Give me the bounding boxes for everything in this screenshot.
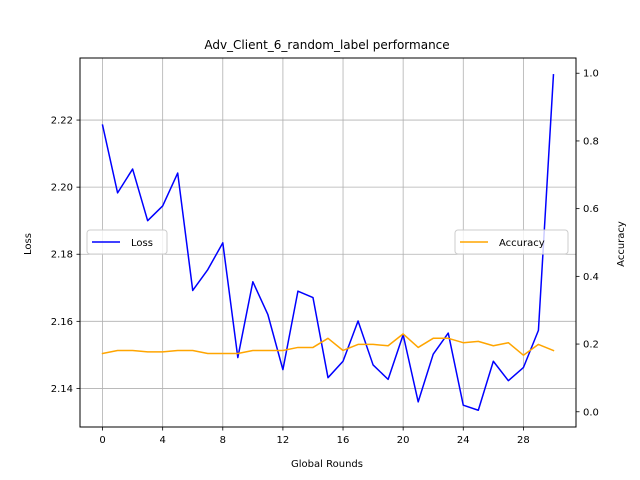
legend-accuracy: Accuracy [454, 229, 569, 255]
x-tick-label: 28 [517, 435, 530, 446]
series-line-loss [101, 73, 555, 411]
right-y-axis: 0.0 0.2 0.4 0.6 0.8 1.0 [576, 69, 599, 418]
legend-accuracy-box [454, 229, 569, 255]
left-y-tick-label: 2.22 [51, 116, 73, 127]
legend-accuracy-label: Accuracy [499, 238, 545, 249]
chart-title: Adv_Client_6_random_label performance [204, 38, 449, 52]
x-tick-label: 4 [159, 435, 165, 446]
left-y-tick-label: 2.14 [51, 384, 73, 395]
plot-frame [79, 57, 577, 428]
right-y-axis-label: Accuracy [616, 221, 627, 267]
left-y-tick-label: 2.20 [51, 183, 73, 194]
legend-loss: Loss [86, 229, 168, 255]
right-y-tick-label: 0.6 [583, 204, 599, 215]
right-y-tick-label: 1.0 [583, 69, 599, 80]
x-axis-label: Global Rounds [291, 459, 363, 470]
right-y-tick-label: 0.8 [583, 136, 599, 147]
left-y-tick-label: 2.18 [51, 250, 73, 261]
legend-loss-box [86, 229, 168, 255]
x-tick-label: 8 [220, 435, 226, 446]
x-tick-label: 20 [397, 435, 410, 446]
right-y-tick-label: 0.2 [583, 340, 599, 351]
x-tick-label: 0 [99, 435, 105, 446]
x-tick-label: 16 [337, 435, 350, 446]
right-y-tick-label: 0.0 [583, 407, 599, 418]
left-y-tick-label: 2.16 [51, 317, 73, 328]
legend-loss-label: Loss [131, 238, 153, 249]
left-y-axis-label: Loss [23, 233, 34, 255]
x-tick-label: 24 [457, 435, 470, 446]
x-tick-label: 12 [277, 435, 290, 446]
left-y-axis: 2.14 2.16 2.18 2.20 2.22 [51, 116, 80, 395]
series-layer [101, 73, 555, 411]
right-y-tick-label: 0.4 [583, 272, 599, 283]
x-axis: 0 4 8 12 16 20 24 28 [99, 427, 530, 446]
series-line-accuracy [101, 333, 555, 356]
